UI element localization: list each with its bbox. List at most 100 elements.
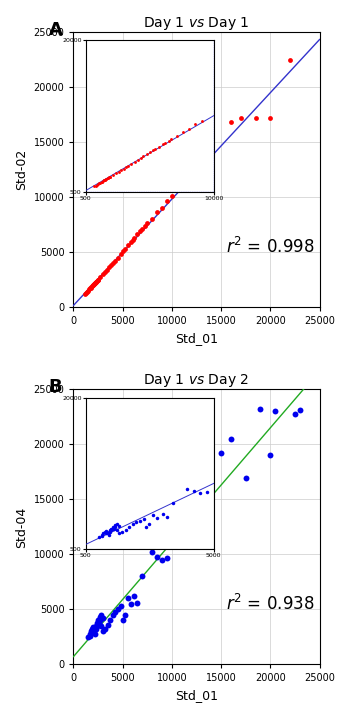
Point	[253, 112, 258, 123]
Point	[94, 620, 100, 632]
Point	[154, 206, 160, 218]
Y-axis label: Std-04: Std-04	[15, 506, 28, 548]
Point	[110, 257, 116, 269]
Point	[140, 223, 145, 234]
Point	[112, 255, 118, 267]
Point	[98, 609, 104, 621]
Point	[91, 626, 97, 637]
Point	[199, 477, 204, 488]
Point	[96, 617, 102, 628]
Point	[169, 190, 175, 201]
Point	[132, 232, 137, 244]
Point	[93, 276, 99, 288]
Point	[86, 284, 92, 295]
Point	[92, 277, 98, 289]
Point	[92, 624, 98, 635]
Point	[89, 282, 94, 293]
Point	[100, 626, 106, 637]
Point	[92, 277, 98, 288]
Point	[97, 614, 103, 626]
Point	[97, 272, 103, 283]
Point	[112, 606, 118, 617]
Point	[93, 620, 99, 632]
Text: $r^2$ = 0.938: $r^2$ = 0.938	[226, 594, 315, 614]
Point	[125, 239, 131, 251]
Point	[93, 624, 99, 635]
Point	[287, 54, 293, 65]
Y-axis label: Std-02: Std-02	[15, 149, 28, 190]
Point	[108, 260, 114, 271]
Point	[292, 408, 298, 419]
Point	[228, 433, 234, 445]
Point	[90, 621, 96, 632]
Point	[100, 612, 106, 624]
Point	[95, 274, 101, 285]
Point	[106, 262, 112, 273]
Point	[89, 626, 94, 637]
Point	[85, 285, 91, 296]
Point	[115, 252, 120, 263]
Point	[97, 612, 103, 623]
Point	[159, 554, 165, 566]
Point	[135, 229, 140, 240]
Point	[88, 628, 93, 640]
Point	[243, 473, 248, 484]
Point	[95, 614, 101, 626]
Point	[100, 268, 106, 280]
Point	[154, 551, 160, 562]
Point	[115, 604, 120, 615]
Point	[102, 266, 108, 277]
Point	[164, 196, 170, 207]
Point	[90, 280, 96, 291]
Point	[267, 112, 273, 123]
Point	[110, 609, 116, 621]
Text: B: B	[49, 379, 62, 397]
X-axis label: Std_01: Std_01	[175, 689, 218, 702]
Point	[90, 626, 96, 637]
Point	[267, 450, 273, 461]
Point	[135, 597, 140, 609]
Point	[122, 243, 127, 255]
Point	[145, 218, 150, 229]
Point	[95, 274, 101, 285]
Point	[149, 546, 155, 558]
Point	[238, 112, 244, 123]
Point	[118, 600, 124, 612]
Point	[88, 282, 93, 294]
Point	[297, 404, 303, 416]
Point	[102, 624, 108, 635]
Point	[105, 619, 111, 630]
Point	[164, 552, 170, 564]
Point	[122, 609, 127, 621]
Title: Day 1 $\it{vs}$ Day 1: Day 1 $\it{vs}$ Day 1	[144, 15, 250, 32]
Point	[128, 598, 133, 609]
Point	[94, 275, 100, 286]
Point	[83, 287, 89, 298]
Point	[118, 249, 124, 260]
Point	[89, 624, 95, 635]
Point	[84, 286, 90, 298]
Point	[83, 288, 88, 300]
Point	[107, 614, 113, 626]
Point	[85, 631, 91, 642]
Point	[209, 158, 214, 170]
Point	[120, 245, 126, 257]
Point	[228, 116, 234, 128]
Point	[104, 264, 110, 275]
Point	[89, 280, 95, 292]
Text: $r^2$ = 0.998: $r^2$ = 0.998	[226, 237, 315, 257]
Point	[159, 202, 165, 214]
X-axis label: Std_01: Std_01	[175, 331, 218, 345]
Point	[88, 630, 93, 642]
Point	[125, 593, 131, 604]
Point	[92, 628, 98, 640]
Point	[91, 278, 97, 290]
Point	[149, 213, 155, 224]
Point	[90, 280, 96, 291]
Point	[94, 617, 100, 628]
Point	[89, 282, 94, 293]
Text: A: A	[49, 21, 63, 39]
Point	[95, 618, 101, 630]
Point	[128, 237, 133, 248]
Point	[142, 220, 148, 232]
